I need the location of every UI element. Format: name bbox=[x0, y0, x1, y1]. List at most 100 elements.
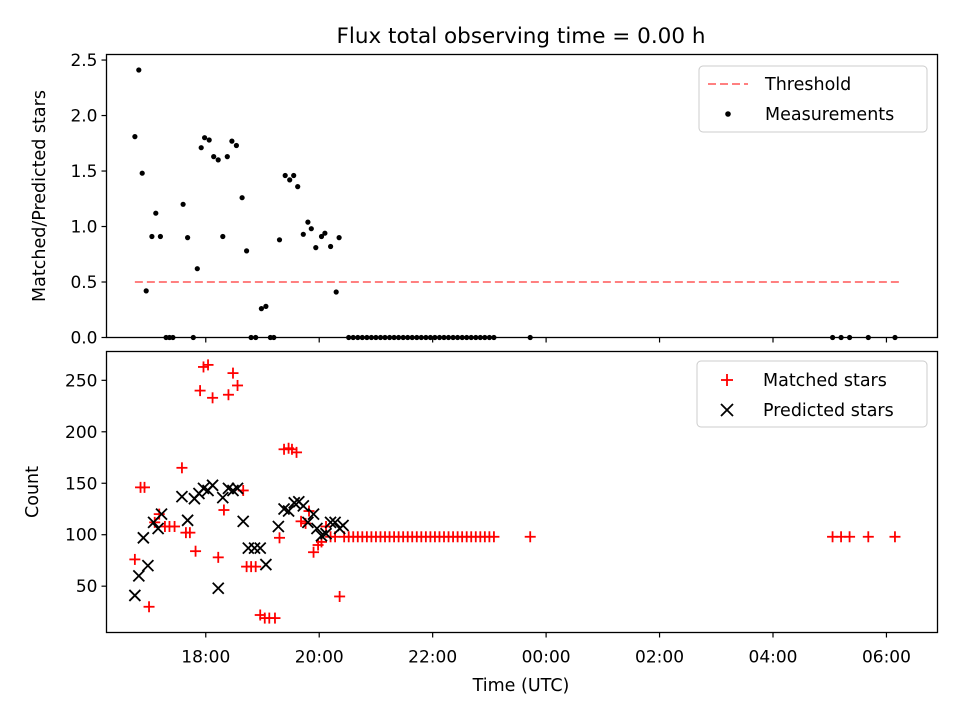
measurement-point bbox=[287, 177, 293, 183]
predicted-stars-point bbox=[259, 558, 273, 571]
matched-stars-point bbox=[184, 527, 196, 539]
predicted-stars-point bbox=[310, 522, 324, 535]
measurement-point bbox=[136, 67, 142, 73]
measurement-point bbox=[180, 201, 186, 207]
measurement-point bbox=[220, 233, 226, 240]
y-tick-label: 150 bbox=[65, 474, 97, 494]
matched-stars-point bbox=[524, 531, 536, 543]
measurement-point bbox=[229, 138, 235, 144]
matched-stars-point bbox=[862, 531, 874, 543]
star-count-y-axis-label: Count bbox=[23, 466, 43, 518]
predicted-stars-point bbox=[272, 520, 285, 533]
matched-stars-point bbox=[334, 590, 346, 602]
measurement-point bbox=[318, 233, 325, 240]
predicted-stars-point bbox=[254, 541, 267, 555]
matched-stars-point bbox=[222, 389, 234, 401]
measurement-point bbox=[157, 233, 163, 240]
matched-stars-point bbox=[176, 462, 188, 474]
measurement-point bbox=[149, 233, 155, 240]
matched-stars-point bbox=[207, 392, 219, 404]
predicted-stars-point bbox=[137, 531, 150, 544]
star-count-legend: Matched stars Predicted stars bbox=[696, 360, 928, 428]
predicted-stars-point bbox=[288, 496, 301, 509]
measurement-point bbox=[328, 243, 334, 250]
measurement-point bbox=[215, 157, 221, 163]
matched-stars-point bbox=[143, 601, 155, 613]
y-tick-label: 2.5 bbox=[70, 51, 97, 71]
y-tick-label: 0.0 bbox=[70, 329, 97, 349]
x-tick-label: 06:00 bbox=[862, 648, 911, 668]
y-tick-label: 50 bbox=[76, 577, 98, 597]
predicted-stars-point bbox=[175, 490, 189, 503]
predicted-stars-point bbox=[181, 514, 194, 527]
measurement-point bbox=[336, 235, 342, 241]
flux-ratio-legend-box bbox=[698, 65, 928, 133]
matched-stars-point bbox=[889, 531, 901, 543]
matched-stars-point bbox=[308, 546, 320, 558]
measurement-point bbox=[202, 135, 208, 141]
measurement-point bbox=[233, 142, 239, 149]
measurement-point bbox=[139, 170, 145, 176]
x-tick-label: 00:00 bbox=[522, 648, 571, 668]
matched-stars-point bbox=[218, 504, 230, 516]
predicted-stars-point bbox=[319, 527, 333, 540]
flux-ratio-x-ticks bbox=[205, 337, 888, 343]
x-tick-label: 04:00 bbox=[749, 648, 798, 668]
predicted-stars-point bbox=[301, 516, 315, 529]
star-count-legend-box bbox=[696, 360, 928, 428]
measurement-point bbox=[132, 134, 138, 140]
measurement-point bbox=[206, 137, 212, 143]
predicted-stars-point bbox=[206, 479, 219, 492]
matched-stars-point bbox=[291, 446, 303, 458]
matched-stars-point bbox=[269, 612, 281, 624]
predicted-stars-legend-marker bbox=[720, 403, 734, 417]
measurement-point bbox=[211, 154, 217, 160]
x-tick-label: 18:00 bbox=[181, 648, 230, 668]
x-tick-label: 20:00 bbox=[295, 648, 344, 668]
predicted-stars-point bbox=[132, 569, 145, 583]
predicted-stars-point bbox=[336, 519, 350, 532]
predicted-stars-point bbox=[141, 559, 155, 572]
measurement-point bbox=[244, 248, 250, 254]
predicted-stars-point bbox=[128, 589, 141, 602]
flux-ratio-panel: 0.0 0.5 1.0 1.5 2.0 2.5 Matched/Predicted sta… bbox=[30, 51, 939, 349]
matched-stars-legend-label: Matched stars bbox=[763, 371, 887, 391]
x-tick-label: 02:00 bbox=[635, 648, 684, 668]
measurement-point bbox=[239, 195, 245, 201]
threshold-legend-label: Threshold bbox=[764, 75, 851, 95]
predicted-stars-point bbox=[248, 541, 261, 555]
y-tick-label: 200 bbox=[65, 423, 97, 443]
measurement-point bbox=[333, 289, 339, 295]
y-tick-label: 2.0 bbox=[70, 107, 97, 127]
y-tick-label: 0.5 bbox=[70, 273, 97, 293]
predicted-stars-point bbox=[297, 499, 310, 513]
measurement-point bbox=[185, 235, 191, 241]
star-count-plot-frame bbox=[105, 350, 939, 634]
measurement-point bbox=[291, 172, 297, 179]
measurement-point bbox=[305, 219, 311, 225]
matched-stars-point bbox=[488, 531, 500, 543]
measurement-point bbox=[263, 303, 269, 309]
y-tick-label: 250 bbox=[65, 371, 97, 391]
measurement-point bbox=[143, 288, 149, 294]
measurement-point bbox=[308, 226, 314, 232]
measurement-point bbox=[276, 237, 283, 243]
predicted-stars-point bbox=[151, 522, 165, 535]
star-count-y-ticks: 50 100 150 200 250 bbox=[65, 371, 107, 597]
flux-ratio-y-axis-label: Matched/Predicted stars bbox=[30, 90, 50, 302]
matched-stars-point bbox=[139, 481, 151, 493]
matched-stars-point bbox=[202, 359, 214, 371]
predicted-stars-point bbox=[216, 491, 229, 504]
measurement-point bbox=[198, 145, 204, 151]
x-tick-label: 22:00 bbox=[408, 648, 457, 668]
matched-stars-point bbox=[169, 520, 181, 532]
flux-ratio-plot-frame bbox=[105, 53, 939, 339]
y-tick-label: 1.0 bbox=[70, 218, 97, 238]
measurement-point bbox=[194, 266, 200, 272]
predicted-stars-point bbox=[324, 516, 337, 529]
matched-stars-point bbox=[194, 385, 206, 397]
predicted-stars-point bbox=[282, 504, 295, 518]
measurement-point bbox=[295, 184, 301, 190]
measurement-point bbox=[313, 245, 319, 251]
